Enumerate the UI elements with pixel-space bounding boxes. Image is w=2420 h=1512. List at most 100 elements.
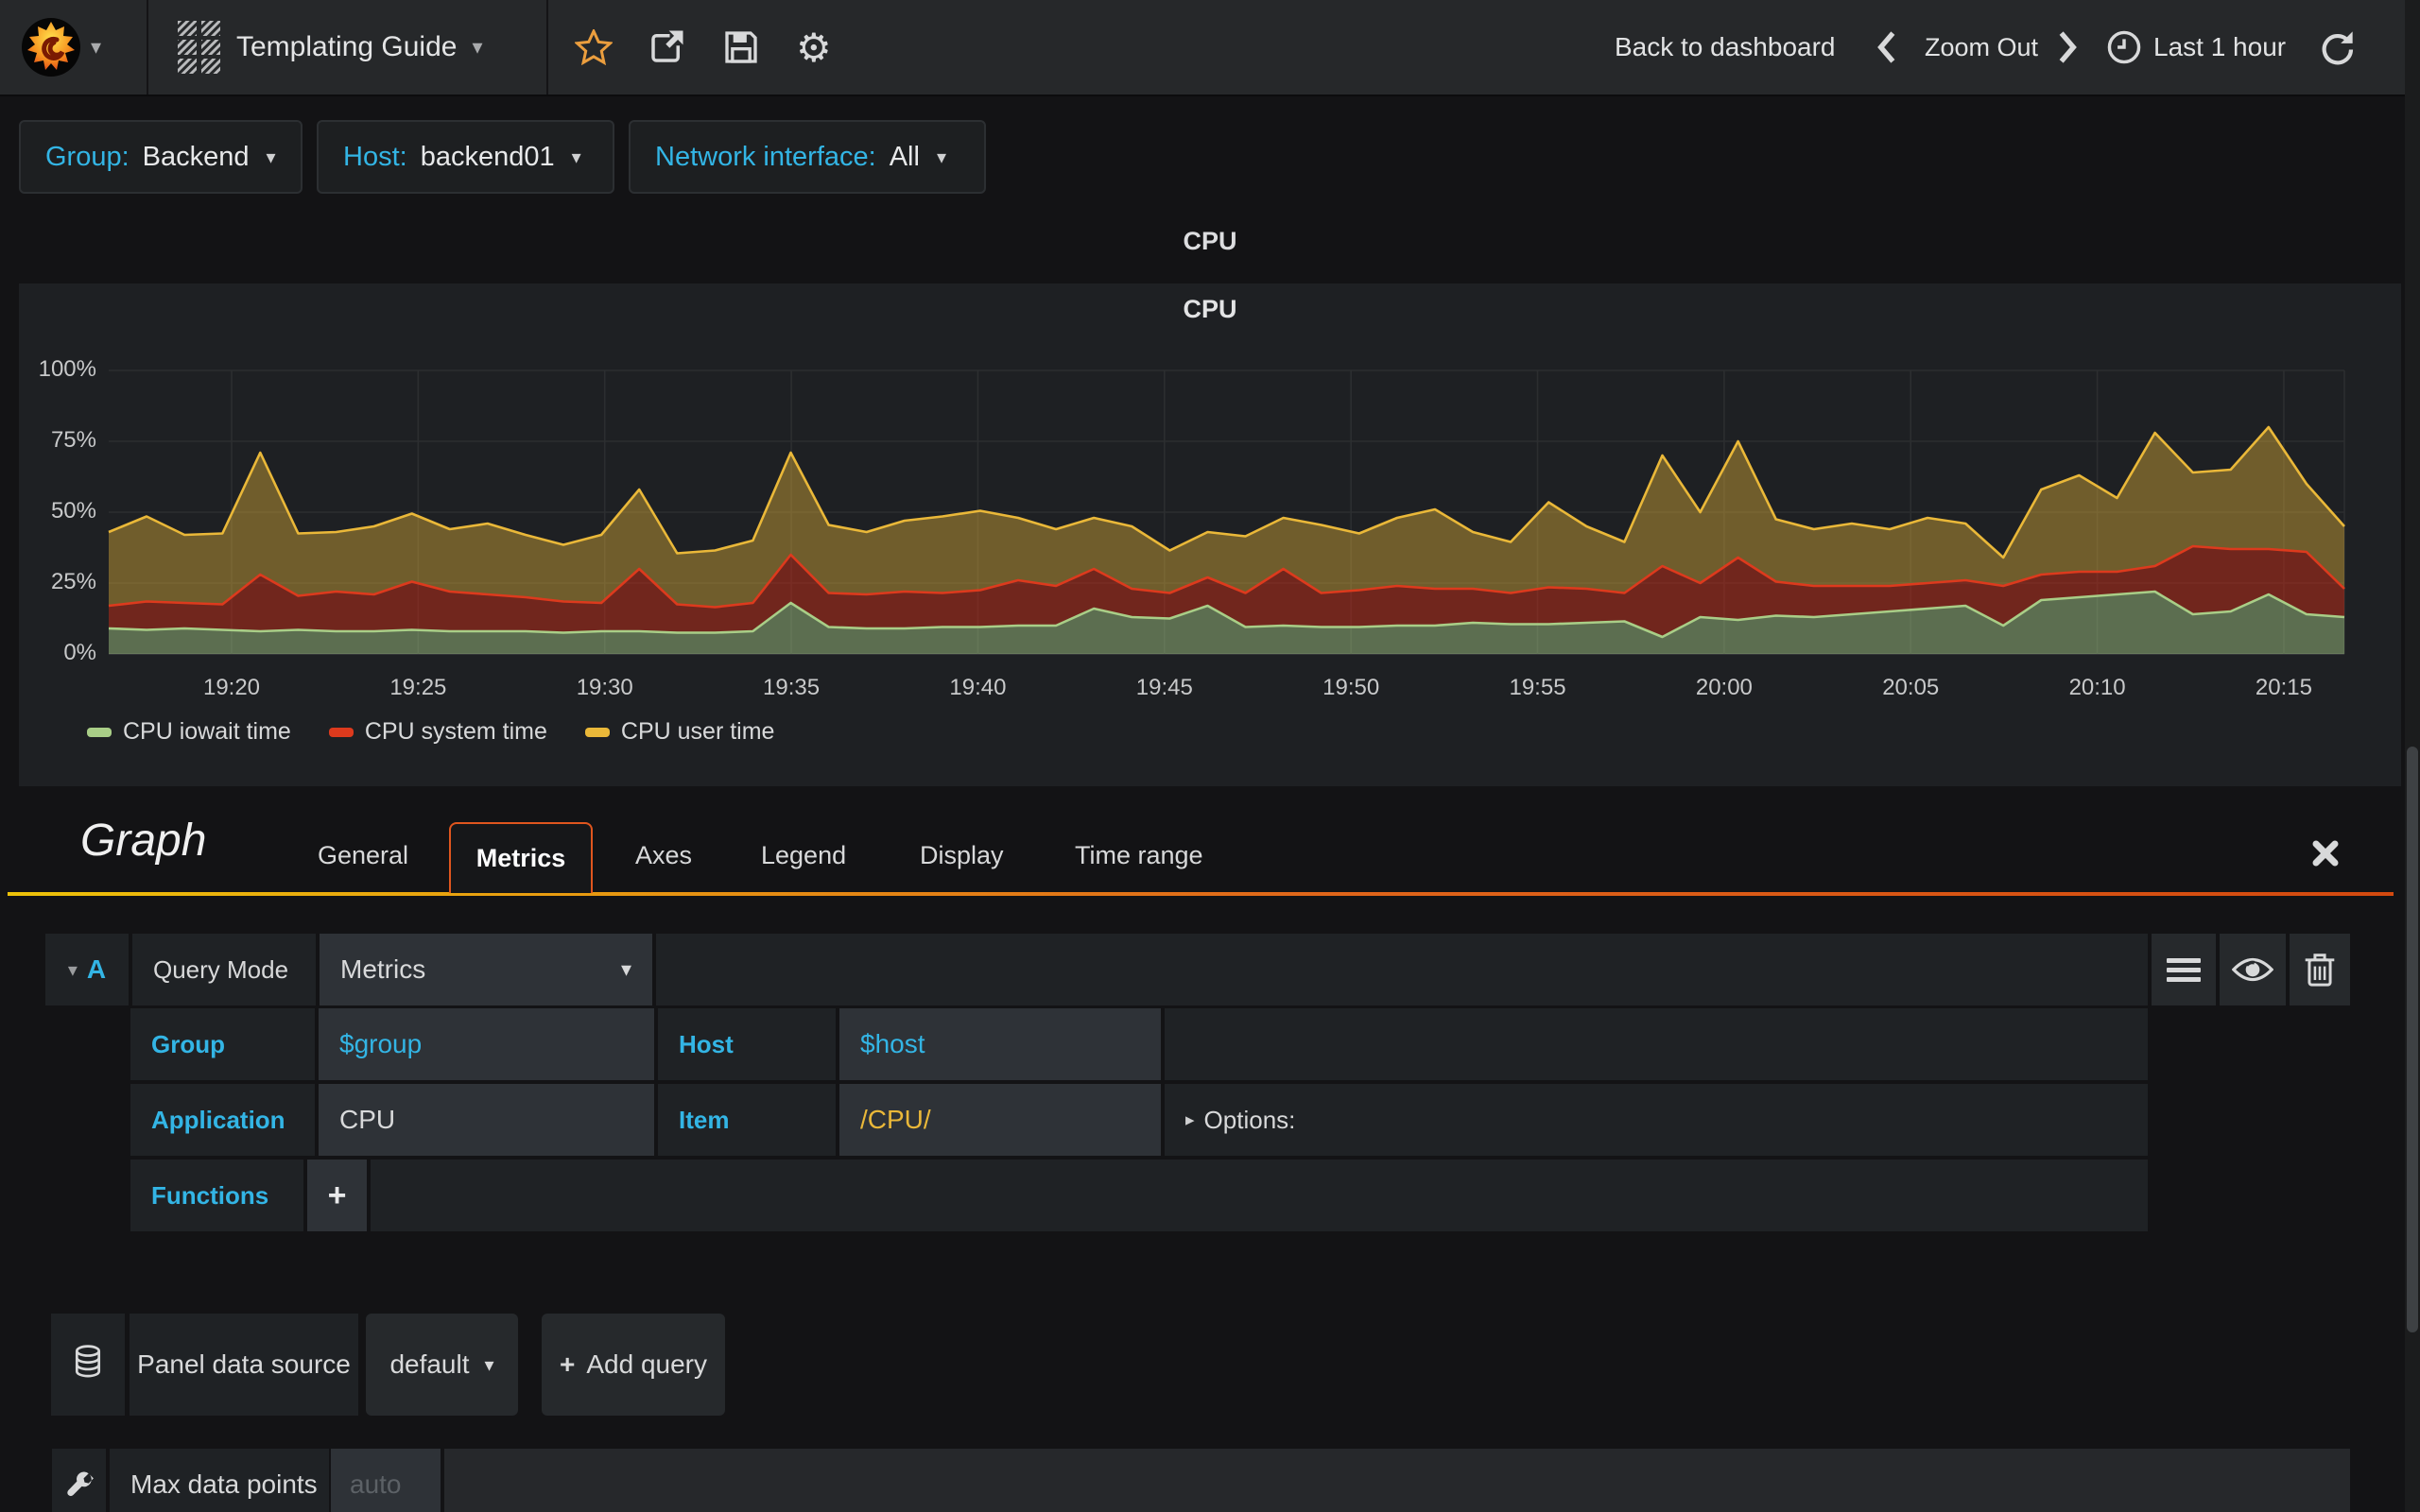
save-dashboard-button[interactable]	[722, 0, 760, 94]
chevron-down-icon: ▾	[67, 959, 78, 981]
variable-dropdown-group[interactable]: Group: Backend ▾	[19, 120, 302, 194]
grafana-logo-menu[interactable]: ▾	[21, 0, 101, 94]
functions-label: Functions	[130, 1160, 303, 1231]
application-field-input[interactable]: CPU	[319, 1084, 654, 1156]
legend-item[interactable]: CPU iowait time	[87, 718, 291, 746]
zoom-out-button[interactable]: Zoom Out	[1925, 0, 2038, 94]
query-menu-button[interactable]	[2152, 934, 2216, 1005]
gear-icon: ⚙	[796, 24, 832, 71]
panel-title[interactable]: CPU	[1183, 295, 1237, 323]
x-axis-tick-label: 19:35	[763, 675, 821, 700]
dashboard-title: Templating Guide	[236, 31, 458, 62]
navbar-divider	[546, 0, 548, 94]
query-toggle-visibility-button[interactable]	[2220, 934, 2286, 1005]
variable-value: All	[889, 141, 920, 172]
options-collapse-toggle[interactable]: ▸ Options:	[1165, 1084, 2148, 1156]
host-field-label: Host	[658, 1008, 836, 1080]
refresh-button[interactable]	[2318, 0, 2356, 94]
eye-icon	[2232, 957, 2273, 982]
share-dashboard-button[interactable]	[647, 0, 686, 94]
item-field-value: /CPU/	[860, 1105, 931, 1134]
host-field-value: $host	[860, 1029, 925, 1058]
tab-axes[interactable]: Axes	[635, 841, 693, 869]
cpu-stacked-area-chart[interactable]	[19, 284, 2401, 786]
datasource-value: default	[389, 1349, 470, 1379]
panel-type-title: Graph	[80, 816, 207, 866]
legend-item[interactable]: CPU user time	[584, 718, 774, 746]
group-field-input[interactable]: $group	[319, 1008, 654, 1080]
group-field-value: $group	[339, 1029, 423, 1058]
options-label: Options:	[1203, 1105, 1296, 1134]
x-axis-tick-label: 20:15	[2255, 675, 2312, 700]
close-editor-button[interactable]	[2309, 837, 2342, 874]
x-axis-tick-label: 20:10	[2068, 675, 2126, 700]
dashboard-row-title[interactable]: CPU	[1183, 227, 1237, 255]
tab-general[interactable]: General	[318, 841, 409, 869]
legend-swatch-iowait	[87, 727, 112, 737]
add-function-button[interactable]: +	[307, 1160, 367, 1231]
chevron-down-icon: ▾	[936, 146, 946, 168]
query-ref-letter: A	[86, 954, 107, 984]
y-axis-tick-label: 100%	[38, 356, 96, 382]
legend-swatch-system	[328, 727, 354, 737]
time-picker-button[interactable]: Last 1 hour	[2106, 0, 2286, 94]
close-icon	[2312, 840, 2339, 867]
query-delete-button[interactable]	[2290, 934, 2350, 1005]
time-shift-right-button[interactable]	[2057, 0, 2078, 94]
time-range-label: Last 1 hour	[2153, 32, 2287, 61]
query-mode-value: Metrics	[340, 954, 426, 984]
x-axis-tick-label: 19:55	[1509, 675, 1566, 700]
query-collapse-toggle[interactable]: ▾ A	[45, 934, 129, 1005]
variable-label: Host:	[343, 141, 407, 172]
navbar-divider	[147, 0, 148, 94]
max-data-points-input[interactable]	[331, 1449, 441, 1512]
dashboard-settings-button[interactable]: ⚙	[796, 0, 832, 94]
chevron-right-icon	[2059, 31, 2077, 63]
application-field-value: CPU	[339, 1105, 396, 1134]
datasource-select[interactable]: default ▾	[366, 1314, 518, 1416]
item-field-input[interactable]: /CPU/	[839, 1084, 1161, 1156]
scrollbar-track[interactable]	[2405, 0, 2420, 1512]
tab-time-range[interactable]: Time range	[1075, 841, 1203, 869]
plus-icon: +	[327, 1177, 347, 1213]
max-data-points-row: Max data points	[0, 1449, 2420, 1512]
add-query-label: Add query	[586, 1349, 707, 1379]
tab-metrics[interactable]: Metrics	[449, 822, 593, 893]
chevron-down-icon: ▾	[620, 957, 631, 981]
dashboard-title-picker[interactable]: Templating Guide ▾	[178, 0, 483, 94]
save-icon	[725, 31, 757, 63]
y-axis-tick-label: 0%	[63, 640, 96, 665]
variable-value: Backend	[142, 141, 250, 172]
back-to-dashboard-button[interactable]: Back to dashboard	[1615, 0, 1836, 94]
wrench-cell	[52, 1449, 106, 1512]
tab-legend[interactable]: Legend	[761, 841, 847, 869]
legend-item[interactable]: CPU system time	[328, 718, 547, 746]
editor-accent-underline	[8, 892, 2394, 896]
query-row-header: ▾ A Query Mode Metrics ▾	[0, 934, 2420, 1005]
x-axis-tick-label: 19:40	[949, 675, 1007, 700]
time-shift-left-button[interactable]	[1876, 0, 1897, 94]
x-axis-tick-label: 19:45	[1135, 675, 1193, 700]
add-query-button[interactable]: + Add query	[542, 1314, 725, 1416]
x-axis-tick-label: 20:00	[1695, 675, 1753, 700]
tab-display[interactable]: Display	[920, 841, 1004, 869]
scrollbar-thumb[interactable]	[2407, 747, 2418, 1332]
dashboard-grid-icon	[178, 21, 220, 74]
menu-icon	[2167, 954, 2201, 987]
y-axis-tick-label: 50%	[50, 498, 96, 524]
back-to-dashboard-label: Back to dashboard	[1615, 32, 1836, 61]
y-axis-tick-label: 25%	[50, 569, 96, 594]
legend-label: CPU iowait time	[123, 718, 291, 745]
wrench-icon	[66, 1471, 94, 1497]
chevron-down-icon: ▾	[484, 1354, 494, 1376]
host-field-input[interactable]: $host	[839, 1008, 1161, 1080]
variable-dropdown-host[interactable]: Host: backend01 ▾	[317, 120, 614, 194]
variable-label: Group:	[45, 141, 130, 172]
max-data-points-filler	[444, 1449, 2350, 1512]
query-row-filler	[656, 934, 2148, 1005]
variable-dropdown-network-interface[interactable]: Network interface: All ▾	[629, 120, 986, 194]
star-dashboard-button[interactable]	[575, 0, 613, 94]
x-axis-tick-label: 19:25	[389, 675, 447, 700]
query-mode-select[interactable]: Metrics ▾	[320, 934, 652, 1005]
